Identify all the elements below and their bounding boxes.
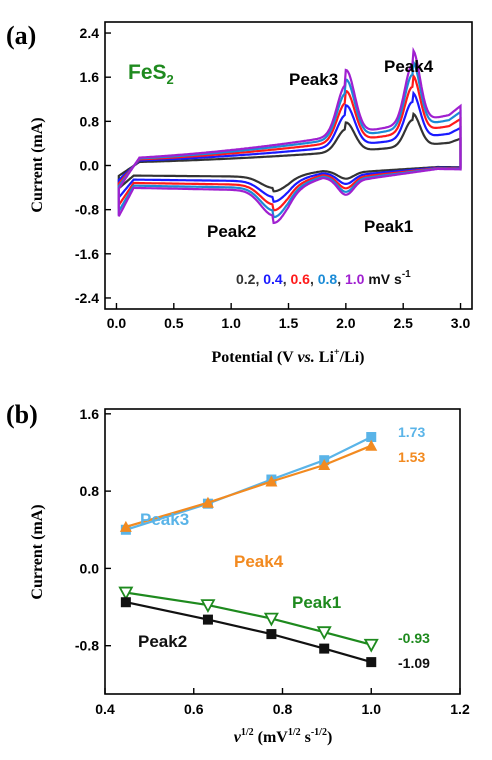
peak2-label: Peak2 [207,222,256,241]
panel-b-xlabel: ν1/2 (mV1/2 s-1/2) [234,727,333,746]
material-name: FeS [128,61,167,84]
scan-rate-0: 0.2 [236,271,256,287]
cv-curve-1.0 [117,46,462,225]
peak3-label: Peak3 [289,70,338,89]
scan-rate-unit-sup: -1 [402,269,411,280]
end-label-peak4: 1.53 [398,449,425,465]
data-point-Peak4 [318,459,331,471]
data-point-Peak2 [319,643,330,654]
panel-b-series [118,432,379,668]
x-tick-label: 0.6 [184,701,204,717]
scan-rate-2: 0.6 [291,271,311,287]
panel-a-x-ticks: 0.0 0.5 1.0 1.5 2.0 2.5 3.0 [107,303,471,331]
scan-rate-legend: 0.2, 0.4, 0.6, 0.8, 1.0 mV s-1 [236,269,411,287]
panel-a-xlabel: Potential (V vs. Li+/Li) [212,347,365,366]
y-tick-label: -0.8 [75,638,99,654]
scan-rate-1: 0.4 [263,271,283,287]
panel-b-xlabel-nu: ν [234,729,242,746]
panel-b-series-label-peak3: Peak3 [140,510,189,529]
end-label-peak1: -0.93 [398,630,430,646]
panel-b-label: (b) [6,400,38,429]
y-tick-label: -1.6 [75,246,99,262]
panel-b-ylabel: Current (mA) [29,504,46,599]
y-tick-label: -0.8 [75,202,99,218]
data-point-Peak4 [365,439,378,451]
panel-b-xlabel-sup3: -1/2 [311,727,327,738]
peak4-label: Peak4 [384,57,434,76]
panel-b-xlabel-sup: 1/2 [241,727,254,738]
scan-rate-unit: mV s [368,271,402,287]
y-tick-label: -2.4 [75,290,99,306]
x-tick-label: 1.0 [221,315,241,331]
scan-rate-3: 0.8 [318,271,338,287]
panel-a-cv-curves [117,46,462,225]
material-subscript: 2 [167,72,174,87]
data-point-Peak1 [363,638,379,653]
y-tick-label: 0.0 [80,560,100,576]
data-point-Peak4 [119,520,132,532]
x-tick-label: 2.0 [336,315,356,331]
data-point-Peak2 [266,629,277,640]
panel-b-series-label-peak4: Peak4 [234,552,284,571]
panel-b-xlabel-s: s [301,729,311,746]
panel-a-chart: 0.0 0.5 1.0 1.5 2.0 2.5 3.0 2.4 1.6 0.8 0.0 -0.8 -1… [75,21,473,331]
x-tick-label: 0.8 [273,701,293,717]
panel-b-xlabel-close: ) [327,729,332,746]
x-tick-label: 2.5 [393,315,413,331]
data-point-Peak1 [118,586,134,601]
peak1-label: Peak1 [364,217,413,236]
panel-b-series-label-peak1: Peak1 [292,593,341,612]
x-tick-label: 0.5 [164,315,184,331]
panel-b-series-label-peak2: Peak2 [138,632,187,651]
x-tick-label: 0.4 [95,701,115,717]
panel-b-y-ticks: 1.6 0.8 0.0 -0.8 [75,406,111,654]
panel-a-xlabel-vs: vs. [297,349,314,366]
x-tick-label: 0.0 [107,315,127,331]
y-tick-label: 1.6 [80,69,100,85]
data-point-Peak4 [265,475,278,487]
data-point-Peak1 [316,626,332,641]
panel-a-xlabel-main: Potential (V [212,349,298,366]
data-point-Peak2 [366,657,377,668]
panel-b-chart: 0.4 0.6 0.8 1.0 1.2 1.6 0.8 0.0 -0.8 [75,406,470,717]
panel-a-label: (a) [6,21,36,50]
panel-a-y-ticks: 2.4 1.6 0.8 0.0 -0.8 -1.6 -2.4 [75,25,111,306]
x-tick-label: 1.5 [279,315,299,331]
y-tick-label: 0.8 [80,113,100,129]
data-point-Peak1 [263,612,279,627]
panel-b-xlabel-sup2: 1/2 [288,727,301,738]
end-label-peak2: -1.09 [398,655,430,671]
y-tick-label: 1.6 [80,406,100,422]
data-point-Peak1 [200,599,216,613]
panel-a-xlabel-li: Li [315,349,335,366]
panel-a-xlabel-end: /Li) [339,349,365,366]
panel-a-xlabel-sup: + [334,347,340,358]
data-point-Peak2 [120,597,131,608]
scan-rate-4: 1.0 [345,271,365,287]
panel-a-material-label: FeS2 [128,61,174,87]
x-tick-label: 3.0 [451,315,471,331]
y-tick-label: 0.8 [80,483,100,499]
end-label-peak3: 1.73 [398,424,425,440]
data-point-Peak2 [202,614,213,625]
panel-b-x-ticks: 0.4 0.6 0.8 1.0 1.2 [95,688,470,717]
y-tick-label: 2.4 [80,25,100,41]
x-tick-label: 1.2 [450,701,470,717]
panel-b-xlabel-paren: (mV [254,729,289,746]
data-point-Peak3 [366,432,377,443]
data-point-Peak4 [201,496,214,508]
y-tick-label: 0.0 [80,158,100,174]
panel-a-ylabel: Current (mA) [29,117,46,212]
x-tick-label: 1.0 [362,701,382,717]
